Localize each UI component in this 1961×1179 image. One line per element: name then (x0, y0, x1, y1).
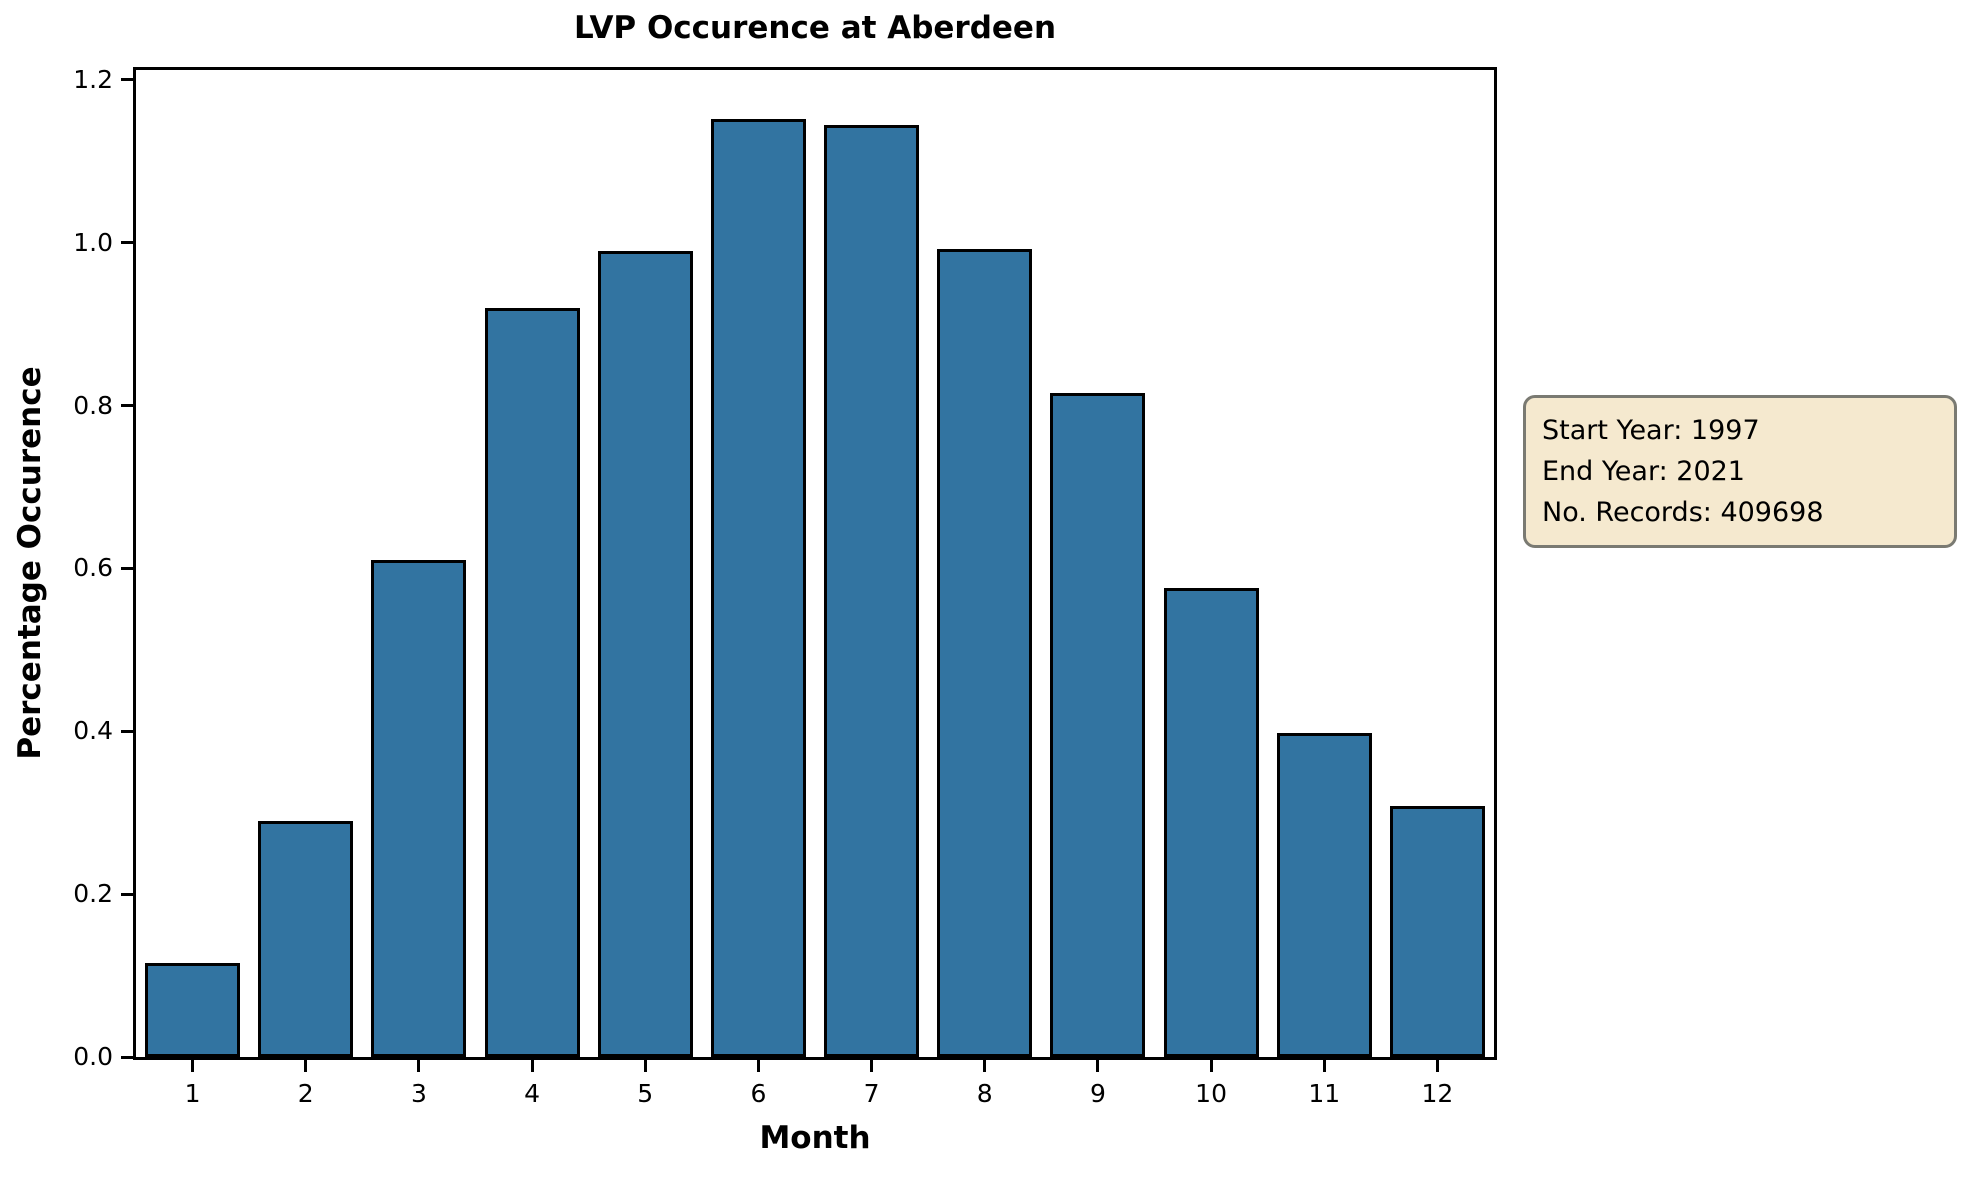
bar-month-4 (484, 308, 580, 1057)
x-tick-mark (191, 1060, 195, 1072)
x-tick-label: 12 (1421, 1079, 1454, 1108)
x-tick-label: 10 (1195, 1079, 1227, 1108)
y-tick-mark (121, 892, 133, 896)
x-tick-mark (304, 1060, 308, 1072)
y-tick-label: 0.8 (73, 390, 113, 420)
x-tick-label: 8 (976, 1079, 993, 1108)
x-tick-mark (1096, 1060, 1100, 1072)
bar-month-12 (1389, 806, 1485, 1057)
x-tick-label: 11 (1308, 1079, 1341, 1108)
x-tick-mark (1322, 1060, 1326, 1072)
x-tick-mark (643, 1060, 647, 1072)
bar-month-8 (937, 249, 1033, 1057)
annotation-end-year: End Year: 2021 (1542, 456, 1745, 487)
bar-month-11 (1276, 733, 1372, 1057)
x-tick-mark (756, 1060, 760, 1072)
chart-title: LVP Occurence at Aberdeen (573, 10, 1057, 46)
bar-month-10 (1163, 588, 1259, 1057)
x-tick-label: 2 (297, 1079, 314, 1108)
bar-month-9 (1050, 393, 1146, 1057)
y-tick-mark (121, 404, 133, 407)
x-tick-label: 5 (637, 1079, 654, 1108)
bar-month-6 (710, 119, 806, 1057)
y-tick-label: 1.0 (73, 227, 113, 257)
y-tick-label: 0.6 (73, 553, 113, 583)
y-tick-label: 0.0 (73, 1042, 113, 1071)
y-tick-mark (121, 78, 133, 82)
y-tick-mark (121, 241, 133, 245)
x-tick-label: 1 (184, 1079, 201, 1108)
annotation-box: Start Year: 1997 End Year: 2021 No. Reco… (1523, 395, 1957, 548)
y-tick-label: 0.4 (73, 716, 113, 746)
y-tick-mark (121, 1055, 133, 1059)
y-tick-mark (121, 729, 133, 733)
x-tick-mark (870, 1060, 874, 1072)
x-tick-mark (983, 1060, 987, 1072)
bar-month-2 (258, 821, 354, 1057)
y-tick-mark (121, 566, 133, 570)
x-tick-mark (1435, 1060, 1439, 1072)
x-tick-mark (530, 1060, 534, 1072)
annotation-num-records: No. Records: 409698 (1542, 497, 1824, 528)
x-tick-label: 4 (524, 1079, 541, 1108)
bar-month-3 (371, 560, 467, 1057)
bar-month-7 (824, 125, 920, 1057)
x-tick-label: 6 (750, 1079, 767, 1108)
y-tick-label: 1.2 (73, 64, 113, 94)
x-axis-label: Month (759, 1120, 871, 1156)
annotation-start-year: Start Year: 1997 (1542, 415, 1760, 446)
x-tick-label: 3 (410, 1079, 427, 1108)
x-tick-mark (417, 1060, 421, 1072)
bar-month-1 (145, 963, 241, 1057)
plot-area (133, 67, 1497, 1060)
x-tick-mark (1209, 1060, 1213, 1072)
y-tick-label: 0.2 (73, 879, 113, 909)
x-tick-label: 9 (1089, 1079, 1106, 1108)
bar-month-5 (597, 251, 693, 1057)
x-tick-label: 7 (863, 1079, 880, 1108)
